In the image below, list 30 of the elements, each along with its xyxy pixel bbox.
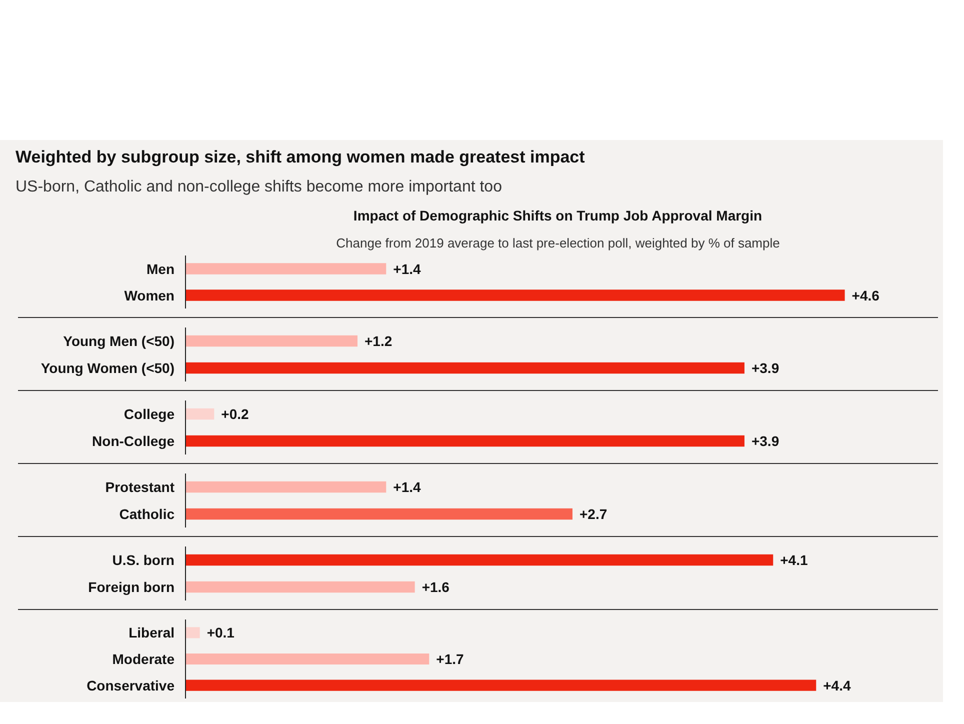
y-tick-label: Moderate (112, 651, 175, 667)
y-tick-label: Liberal (128, 624, 175, 641)
data-label: +1.6 (422, 579, 450, 595)
y-tick-label: Young Men (<50) (63, 333, 174, 349)
y-tick-label: Foreign born (88, 579, 175, 595)
data-label: +1.7 (436, 651, 464, 667)
data-label: +4.4 (823, 677, 851, 694)
data-label: +0.1 (206, 624, 235, 641)
y-tick-label: Young Women (<50) (40, 360, 174, 376)
data-label: +2.7 (579, 506, 608, 522)
chart-title: Weighted by subgroup size, shift among women made greatest impact (16, 148, 586, 166)
y-tick-label: College (124, 406, 175, 422)
data-label: +1.4 (393, 260, 422, 277)
y-tick-label: Men (146, 260, 174, 277)
y-tick-label: Catholic (119, 506, 175, 522)
data-label: +4.1 (780, 552, 808, 568)
data-label: +3.9 (751, 360, 780, 376)
data-label: +1.2 (364, 333, 392, 349)
y-tick-label: Conservative (86, 677, 175, 694)
text: Impact of Demographic Shifts on Trump Job Approval Margin (353, 208, 762, 224)
y-tick-label: U.S. born (112, 552, 175, 568)
data-label: +1.4 (393, 479, 422, 495)
data-label: +4.6 (852, 287, 880, 304)
y-tick-label: Protestant (105, 479, 175, 495)
data-label: +0.2 (221, 406, 250, 422)
y-tick-label: Non-College (92, 433, 175, 449)
chart-subtitle: US-born, Catholic and non-college shifts become more important too (16, 178, 502, 196)
text: Change from 2019 average to last pre-election poll, weighted by % of sample (336, 236, 780, 250)
y-tick-label: Women (124, 287, 175, 304)
data-label: +3.9 (751, 433, 780, 449)
